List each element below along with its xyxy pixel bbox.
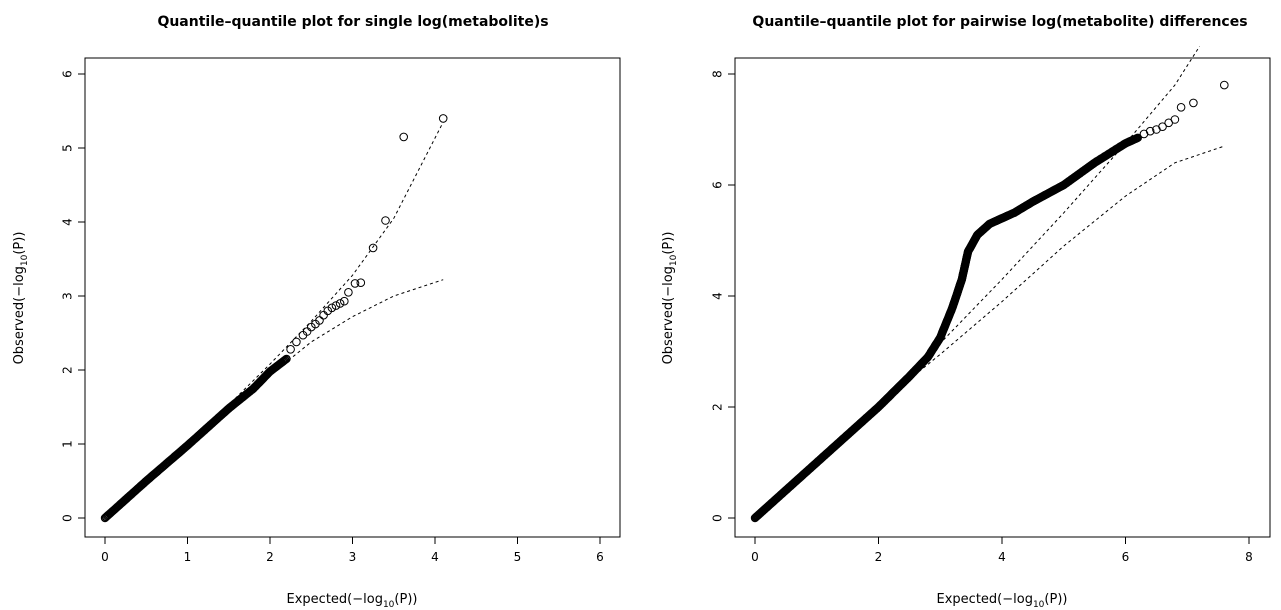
y-axis: 0 2 4 6 8 [711, 70, 736, 522]
data-point [1189, 98, 1198, 108]
dense-points [750, 133, 1143, 523]
y-tick-label: 2 [61, 366, 75, 374]
data-point [350, 279, 360, 288]
dense-point [282, 354, 291, 364]
data-point [315, 316, 324, 325]
x-tick-label: 4 [998, 550, 1006, 564]
axes: 0 2 4 6 8 0 2 4 6 8 [711, 70, 1253, 564]
x-tick-label: 1 [184, 550, 192, 564]
data-point [319, 310, 328, 320]
x-tick-label: 0 [751, 550, 759, 564]
x-tick-label: 2 [266, 550, 274, 564]
x-tick-label: 6 [596, 550, 604, 564]
qq-plot-pairwise: Quantile–quantile plot for pairwise log(… [661, 14, 1271, 610]
x-tick-label: 4 [431, 550, 439, 564]
data-point [331, 301, 341, 310]
data-point [1158, 122, 1167, 131]
y-tick-label: 1 [61, 440, 75, 448]
x-axis-label: Expected(−log10(P)) [287, 592, 418, 610]
dense-point [1133, 133, 1143, 143]
x-axis-label: Expected(−log10(P)) [937, 592, 1068, 610]
data-point [292, 337, 301, 347]
y-tick-label: 3 [61, 292, 75, 300]
dense-point [281, 355, 290, 364]
x-tick-label: 5 [514, 550, 522, 564]
chart-title: Quantile–quantile plot for pairwise log(… [752, 14, 1247, 30]
x-tick-label: 6 [1122, 550, 1130, 564]
y-tick-label: 4 [61, 218, 75, 226]
qq-plot-single: Quantile–quantile plot for single log(me… [12, 14, 621, 610]
dense-points [100, 354, 291, 523]
y-tick-label: 2 [711, 403, 725, 411]
x-tick-label: 2 [875, 550, 883, 564]
upper-band-line [187, 121, 444, 445]
x-tick-label: 3 [349, 550, 357, 564]
x-tick-label: 8 [1245, 550, 1253, 564]
chart-title: Quantile–quantile plot for single log(me… [157, 14, 548, 30]
x-axis: 0 2 4 6 8 [751, 536, 1253, 564]
data-point [399, 132, 409, 142]
y-tick-label: 5 [61, 144, 75, 152]
confidence-bands [909, 46, 1225, 380]
data-point [335, 299, 345, 308]
data-points [1139, 80, 1229, 139]
data-point [438, 114, 448, 123]
dense-point [279, 356, 289, 365]
y-tick-label: 8 [711, 70, 725, 78]
upper-band-line [909, 46, 1201, 375]
data-point [340, 296, 349, 306]
y-axis-label: Observed(−log10(P)) [12, 232, 30, 365]
y-tick-label: 6 [61, 70, 75, 78]
data-point [286, 345, 295, 354]
data-points [286, 114, 448, 354]
y-tick-label: 4 [711, 292, 725, 300]
data-point [344, 288, 353, 297]
y-tick-label: 0 [61, 514, 75, 522]
axes: 0 1 2 3 4 5 6 0 1 2 3 4 5 6 [61, 70, 604, 564]
y-tick-label: 6 [711, 181, 725, 189]
data-point [356, 278, 366, 288]
x-axis: 0 1 2 3 4 5 6 [101, 536, 604, 564]
data-point [1145, 126, 1155, 136]
y-axis: 0 1 2 3 4 5 6 [61, 70, 86, 522]
data-point [1220, 80, 1229, 90]
y-tick-label: 0 [711, 514, 725, 522]
data-point [381, 216, 390, 225]
data-point [1176, 103, 1186, 112]
data-point [368, 243, 378, 253]
confidence-bands [187, 121, 444, 446]
data-point [327, 303, 337, 313]
x-tick-label: 0 [101, 550, 109, 564]
data-point [1170, 115, 1180, 124]
lower-band-line [187, 279, 444, 446]
y-axis-label: Observed(−log10(P)) [661, 232, 679, 365]
lower-band-line [909, 145, 1225, 380]
